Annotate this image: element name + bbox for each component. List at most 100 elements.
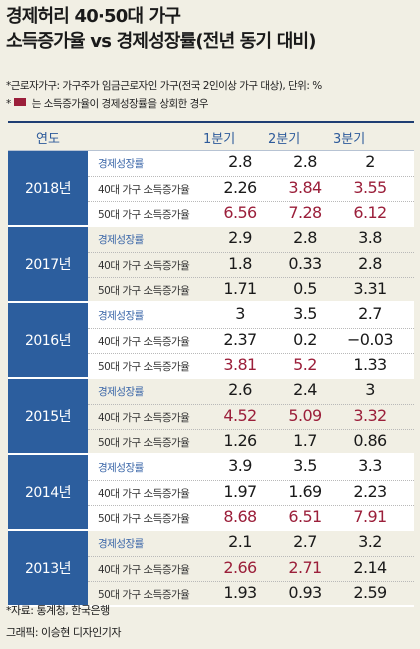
value-cell: 2.7: [293, 532, 317, 551]
table-row: 50대 가구 소득증가율 8.68 6.51 7.91: [88, 505, 414, 530]
year-cell: 2016년: [8, 303, 88, 377]
value-cell: 2.37: [223, 330, 257, 349]
value-cell: 2.9: [228, 228, 252, 247]
table-row: 50대 가구 소득증가율 3.81 5.2 1.33: [88, 353, 414, 378]
year-group: 2018년 경제성장률 2.8 2.8 2 40대 가구 소득증가율 2.26 3.84 3.5…: [8, 151, 414, 227]
table-body: 2018년 경제성장률 2.8 2.8 2 40대 가구 소득증가율 2.26 3.84 3.5…: [8, 151, 414, 607]
table-row: 경제성장률 3.9 3.5 3.3: [88, 455, 414, 479]
year-cell: 2013년: [8, 531, 88, 605]
row-label: 경제성장률: [98, 462, 144, 474]
value-cell: 2.59: [353, 583, 387, 602]
value-cell: 3.81: [223, 355, 257, 374]
row-label: 50대 가구 소득증가율: [98, 209, 190, 221]
source-note: *자료: 통계청, 한국은행: [6, 604, 110, 617]
year-group: 2016년 경제성장률 3 3.5 2.7 40대 가구 소득증가율 2.37 0.2 −0.0…: [8, 303, 414, 379]
data-table: 연도 1분기 2분기 3분기 2018년 경제성장률 2.8 2.8 2 40대 가구 소…: [8, 121, 414, 607]
value-cell: 2.4: [293, 380, 317, 399]
value-cell: 3.84: [288, 178, 322, 197]
value-cell: 8.68: [223, 507, 257, 526]
value-cell: 2.1: [228, 532, 252, 551]
legend-star: *: [6, 98, 11, 110]
value-cell: 3: [235, 304, 245, 323]
legend-swatch: [13, 98, 26, 106]
value-cell: 2.8: [293, 228, 317, 247]
year-cell: 2015년: [8, 379, 88, 453]
table-row: 40대 가구 소득증가율 4.52 5.09 3.32: [88, 404, 414, 429]
row-label: 경제성장률: [98, 538, 144, 550]
value-cell: 7.91: [353, 507, 387, 526]
row-label: 40대 가구 소득증가율: [98, 184, 190, 196]
table-row: 경제성장률 2.8 2.8 2: [88, 151, 414, 175]
value-cell: 1.97: [223, 482, 257, 501]
value-cell: 1.8: [228, 254, 252, 273]
legend-note: * 는 소득증가율이 경제성장률을 상회한 경우: [6, 96, 208, 111]
value-cell: 6.51: [288, 507, 322, 526]
table-row: 40대 가구 소득증가율 1.8 0.33 2.8: [88, 252, 414, 277]
row-label: 50대 가구 소득증가율: [98, 589, 190, 601]
value-cell: 3.5: [293, 456, 317, 475]
value-cell: 3.5: [293, 304, 317, 323]
value-cell: 2.71: [288, 558, 322, 577]
table-row: 50대 가구 소득증가율 1.71 0.5 3.31: [88, 277, 414, 302]
row-label: 40대 가구 소득증가율: [98, 488, 190, 500]
table-row: 경제성장률 2.9 2.8 3.8: [88, 227, 414, 251]
table-row: 50대 가구 소득증가율 1.26 1.7 0.86: [88, 429, 414, 454]
value-cell: 0.5: [293, 279, 317, 298]
row-label: 40대 가구 소득증가율: [98, 564, 190, 576]
value-cell: 0.2: [293, 330, 317, 349]
table-header: 연도 1분기 2분기 3분기: [8, 121, 414, 151]
value-cell: 1.26: [223, 431, 257, 450]
year-group: 2014년 경제성장률 3.9 3.5 3.3 40대 가구 소득증가율 1.97 1.69 2…: [8, 455, 414, 531]
value-cell: 0.93: [288, 583, 322, 602]
value-cell: 3.31: [353, 279, 387, 298]
value-cell: 7.28: [288, 203, 322, 222]
chart-title: 경제허리 40·50대 가구 소득증가율 vs 경제성장률(전년 동기 대비): [6, 4, 317, 54]
header-q1: 1분기: [203, 132, 236, 147]
value-cell: 1.7: [293, 431, 317, 450]
table-row: 50대 가구 소득증가율 1.93 0.93 2.59: [88, 581, 414, 606]
value-cell: 6.12: [353, 203, 387, 222]
title-line-2: 소득증가율 vs 경제성장률(전년 동기 대비): [6, 31, 317, 52]
row-label: 경제성장률: [98, 234, 144, 246]
value-cell: 2.8: [293, 152, 317, 171]
value-cell: 6.56: [223, 203, 257, 222]
value-cell: 5.2: [293, 355, 317, 374]
row-label: 경제성장률: [98, 310, 144, 322]
year-cell: 2014년: [8, 455, 88, 529]
value-cell: −0.03: [346, 330, 394, 349]
graphic-credit: 그래픽: 이승현 디자인기자: [6, 626, 122, 639]
value-cell: 1.69: [288, 482, 322, 501]
table-row: 40대 가구 소득증가율 2.37 0.2 −0.03: [88, 328, 414, 353]
value-cell: 3.9: [228, 456, 252, 475]
value-cell: 2.26: [223, 178, 257, 197]
value-cell: 2.8: [228, 152, 252, 171]
year-group: 2017년 경제성장률 2.9 2.8 3.8 40대 가구 소득증가율 1.8 0.33 2.…: [8, 227, 414, 303]
row-label: 경제성장률: [98, 158, 144, 170]
value-cell: 2.7: [358, 304, 382, 323]
table-row: 경제성장률 2.6 2.4 3: [88, 379, 414, 403]
row-label: 40대 가구 소득증가율: [98, 260, 190, 272]
value-cell: 2.66: [223, 558, 257, 577]
row-label: 경제성장률: [98, 386, 144, 398]
header-year: 연도: [36, 132, 60, 147]
value-cell: 4.52: [223, 406, 257, 425]
row-label: 50대 가구 소득증가율: [98, 437, 190, 449]
value-cell: 3.2: [358, 532, 382, 551]
legend-text: 는 소득증가율이 경제성장률을 상회한 경우: [31, 98, 209, 110]
row-label: 50대 가구 소득증가율: [98, 285, 190, 297]
value-cell: 0.86: [353, 431, 387, 450]
value-cell: 3.3: [358, 456, 382, 475]
header-q3: 3분기: [333, 132, 366, 147]
unit-note: *근로자가구: 가구주가 임금근로자인 가구(전국 2인이상 가구 대상), 단…: [6, 80, 322, 92]
value-cell: 1.71: [223, 279, 257, 298]
table-row: 40대 가구 소득증가율 1.97 1.69 2.23: [88, 480, 414, 505]
table-row: 50대 가구 소득증가율 6.56 7.28 6.12: [88, 201, 414, 226]
value-cell: 3: [365, 380, 375, 399]
row-label: 40대 가구 소득증가율: [98, 336, 190, 348]
year-cell: 2017년: [8, 227, 88, 301]
table-row: 40대 가구 소득증가율 2.66 2.71 2.14: [88, 556, 414, 581]
value-cell: 5.09: [288, 406, 322, 425]
header-q2: 2분기: [268, 132, 301, 147]
year-cell: 2018년: [8, 151, 88, 225]
value-cell: 2.8: [358, 254, 382, 273]
